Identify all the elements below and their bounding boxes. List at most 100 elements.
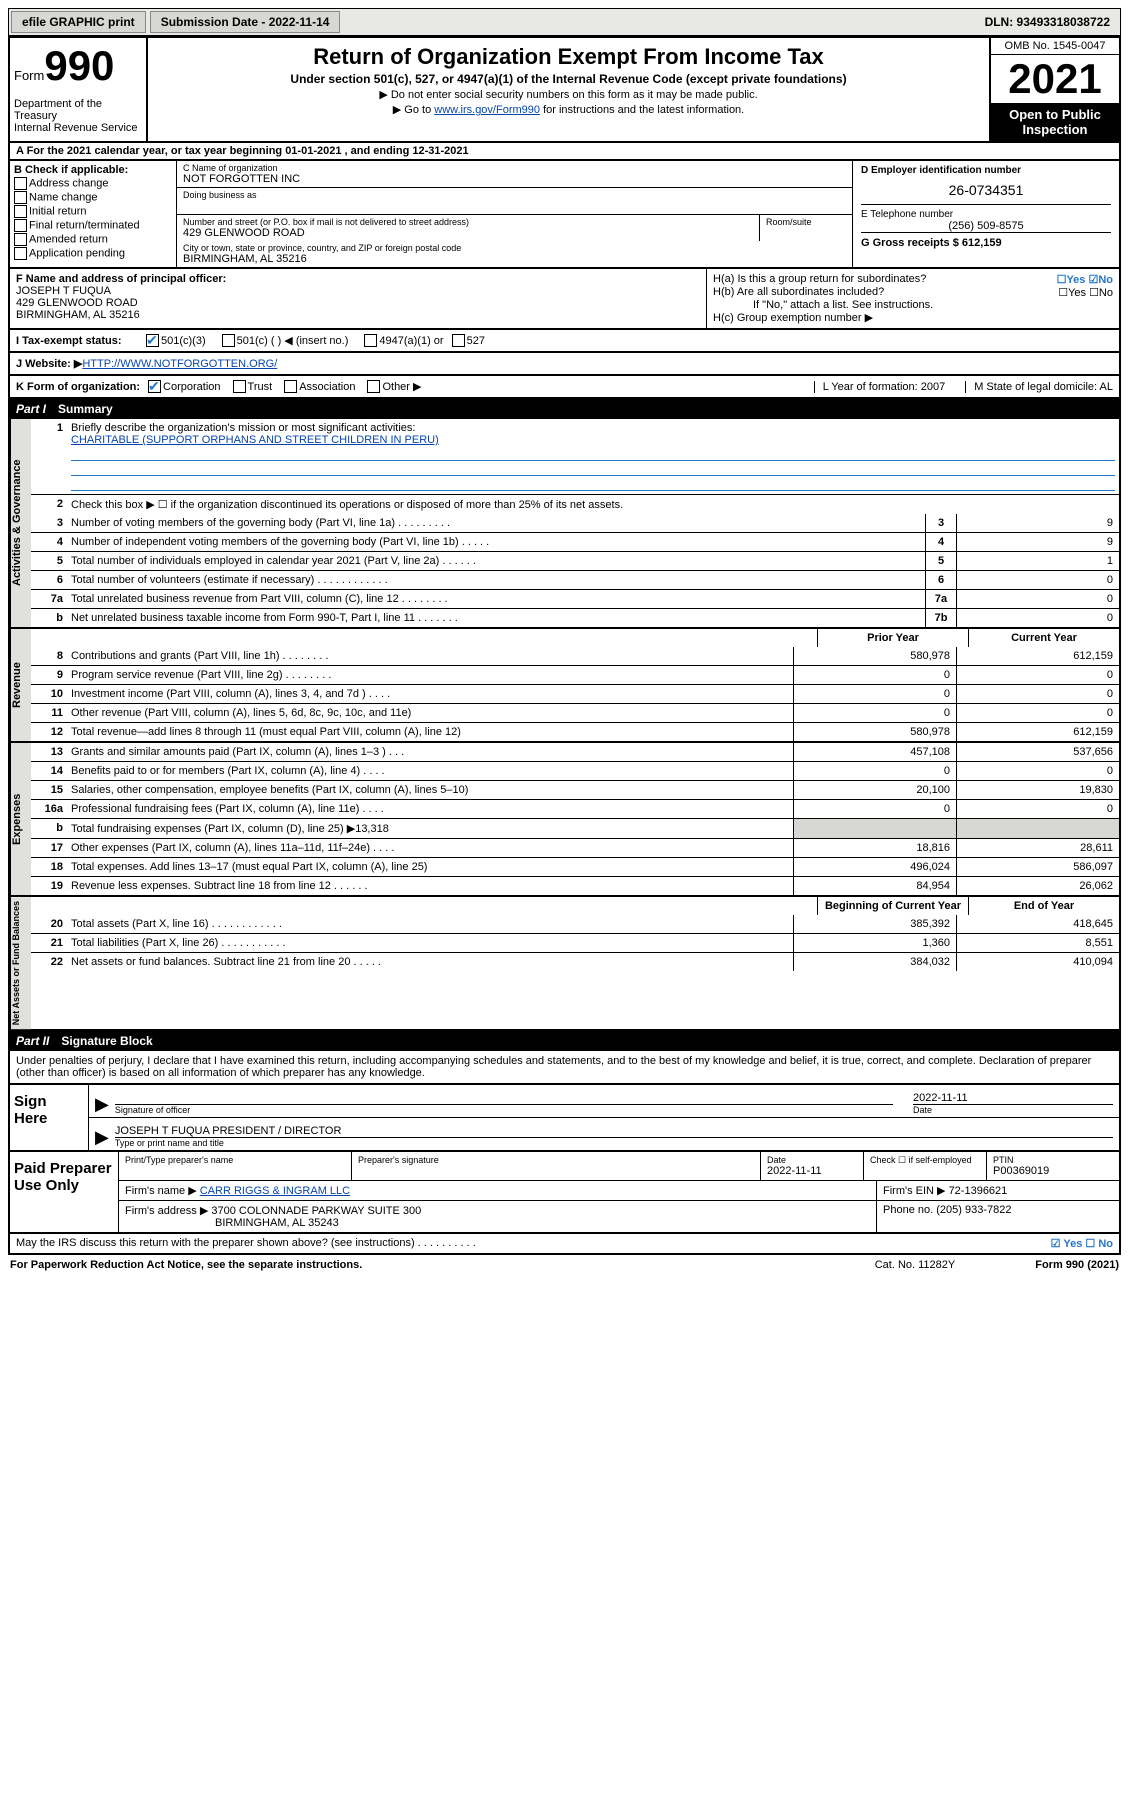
opt-527: 527 bbox=[467, 335, 485, 347]
gov-row: 7aTotal unrelated business revenue from … bbox=[31, 589, 1119, 608]
officer-type-label: Type or print name and title bbox=[115, 1138, 1113, 1148]
part1-label: Part I bbox=[16, 402, 46, 416]
firm-addr1: 3700 COLONNADE PARKWAY SUITE 300 bbox=[211, 1205, 421, 1217]
firm-name-link[interactable]: CARR RIGGS & INGRAM LLC bbox=[200, 1185, 350, 1197]
part2-title: Signature Block bbox=[61, 1034, 152, 1048]
col-b-header: B Check if applicable: bbox=[14, 164, 172, 176]
vtab-governance: Activities & Governance bbox=[10, 419, 31, 627]
data-row: 11Other revenue (Part VIII, column (A), … bbox=[31, 703, 1119, 722]
j-label: J Website: ▶ bbox=[16, 357, 82, 370]
data-row: 13Grants and similar amounts paid (Part … bbox=[31, 743, 1119, 761]
data-row: 15Salaries, other compensation, employee… bbox=[31, 780, 1119, 799]
cb-527[interactable] bbox=[452, 334, 465, 347]
vtab-expenses: Expenses bbox=[10, 743, 31, 895]
org-name-label: C Name of organization bbox=[183, 163, 846, 173]
cb-4947[interactable] bbox=[364, 334, 377, 347]
efile-print-button[interactable]: efile GRAPHIC print bbox=[11, 11, 146, 33]
cb-corporation[interactable] bbox=[148, 380, 161, 393]
gross-receipts: G Gross receipts $ 612,159 bbox=[861, 232, 1111, 249]
cb-final-return[interactable]: Final return/terminated bbox=[14, 219, 172, 232]
may-irs-answer: ☑ Yes ☐ No bbox=[1051, 1237, 1113, 1250]
data-row: 8Contributions and grants (Part VIII, li… bbox=[31, 647, 1119, 665]
opt-501c3: 501(c)(3) bbox=[161, 335, 206, 347]
ssn-note: ▶ Do not enter social security numbers o… bbox=[152, 88, 985, 101]
page-footer: For Paperwork Reduction Act Notice, see … bbox=[8, 1255, 1121, 1275]
opt-assoc: Association bbox=[299, 381, 355, 393]
data-row: 20Total assets (Part X, line 16) . . . .… bbox=[31, 915, 1119, 933]
form-subtitle: Under section 501(c), 527, or 4947(a)(1)… bbox=[152, 72, 985, 86]
data-row: 10Investment income (Part VIII, column (… bbox=[31, 684, 1119, 703]
part1-revenue: Revenue Prior Year Current Year 8Contrib… bbox=[8, 629, 1121, 743]
part1-governance: Activities & Governance 1 Briefly descri… bbox=[8, 419, 1121, 629]
cb-name-change[interactable]: Name change bbox=[14, 191, 172, 204]
section-k-form-org: K Form of organization: Corporation Trus… bbox=[8, 376, 1121, 399]
data-row: bTotal fundraising expenses (Part IX, co… bbox=[31, 818, 1119, 838]
street-label: Number and street (or P.O. box if mail i… bbox=[183, 217, 753, 227]
data-row: 18Total expenses. Add lines 13–17 (must … bbox=[31, 857, 1119, 876]
cb-501c[interactable] bbox=[222, 334, 235, 347]
data-row: 22Net assets or fund balances. Subtract … bbox=[31, 952, 1119, 971]
part1-title: Summary bbox=[58, 402, 113, 416]
line-a-tax-year: A For the 2021 calendar year, or tax yea… bbox=[8, 143, 1121, 161]
opt-4947: 4947(a)(1) or bbox=[379, 335, 443, 347]
col-b-checkboxes: B Check if applicable: Address change Na… bbox=[10, 161, 177, 267]
note2-post: for instructions and the latest informat… bbox=[540, 104, 744, 116]
mission-text: CHARITABLE (SUPPORT ORPHANS AND STREET C… bbox=[71, 434, 1115, 446]
section-j-website: J Website: ▶ HTTP://WWW.NOTFORGOTTEN.ORG… bbox=[8, 353, 1121, 376]
top-bar: efile GRAPHIC print Submission Date - 20… bbox=[8, 8, 1121, 36]
state-domicile: M State of legal domicile: AL bbox=[965, 381, 1113, 393]
form-ref: Form 990 (2021) bbox=[1035, 1259, 1119, 1271]
gov-row: 5Total number of individuals employed in… bbox=[31, 551, 1119, 570]
phone-value: (256) 509-8575 bbox=[861, 220, 1111, 232]
opt-501c: 501(c) ( ) ◀ (insert no.) bbox=[237, 334, 349, 347]
dln-label: DLN: 93493318038722 bbox=[975, 12, 1120, 32]
sig-date: 2022-11-11 bbox=[913, 1092, 1113, 1105]
public-inspection-badge: Open to Public Inspection bbox=[991, 103, 1119, 141]
part2-header: Part II Signature Block bbox=[8, 1031, 1121, 1051]
website-link[interactable]: HTTP://WWW.NOTFORGOTTEN.ORG/ bbox=[82, 358, 277, 370]
submission-date-button[interactable]: Submission Date - 2022-11-14 bbox=[150, 11, 341, 33]
cb-address-change[interactable]: Address change bbox=[14, 177, 172, 190]
form-header: Form990 Department of the Treasury Inter… bbox=[8, 36, 1121, 143]
vtab-revenue: Revenue bbox=[10, 629, 31, 741]
sig-officer-label: Signature of officer bbox=[115, 1105, 893, 1115]
data-row: 9Program service revenue (Part VIII, lin… bbox=[31, 665, 1119, 684]
perjury-statement: Under penalties of perjury, I declare th… bbox=[8, 1051, 1121, 1085]
cb-other[interactable] bbox=[367, 380, 380, 393]
sign-arrow-icon-2: ▶ bbox=[95, 1127, 109, 1148]
i-label: I Tax-exempt status: bbox=[16, 335, 146, 347]
may-irs-discuss: May the IRS discuss this return with the… bbox=[8, 1234, 1121, 1255]
paid-preparer-label: Paid Preparer Use Only bbox=[10, 1152, 119, 1232]
officer-addr2: BIRMINGHAM, AL 35216 bbox=[16, 309, 700, 321]
cb-application-pending[interactable]: Application pending bbox=[14, 247, 172, 260]
cb-trust[interactable] bbox=[233, 380, 246, 393]
hc-label: H(c) Group exemption number ▶ bbox=[713, 311, 1113, 324]
prep-date-label: Date bbox=[767, 1155, 857, 1165]
phone-label: E Telephone number bbox=[861, 204, 1111, 220]
form-number: 990 bbox=[44, 42, 114, 89]
cb-amended[interactable]: Amended return bbox=[14, 233, 172, 246]
irs-link[interactable]: www.irs.gov/Form990 bbox=[434, 104, 540, 116]
hb-note: If "No," attach a list. See instructions… bbox=[713, 299, 1113, 311]
org-name: NOT FORGOTTEN INC bbox=[183, 173, 846, 185]
q2-text: Check this box ▶ ☐ if the organization d… bbox=[67, 495, 1119, 514]
cb-initial-return[interactable]: Initial return bbox=[14, 205, 172, 218]
cb-association[interactable] bbox=[284, 380, 297, 393]
cb-501c3[interactable] bbox=[146, 334, 159, 347]
ein-label: D Employer identification number bbox=[861, 165, 1111, 176]
paid-preparer-section: Paid Preparer Use Only Print/Type prepar… bbox=[8, 1152, 1121, 1234]
omb-number: OMB No. 1545-0047 bbox=[991, 38, 1119, 55]
gov-row: 6Total number of volunteers (estimate if… bbox=[31, 570, 1119, 589]
firm-phone-label: Phone no. bbox=[883, 1204, 936, 1216]
data-row: 12Total revenue—add lines 8 through 11 (… bbox=[31, 722, 1119, 741]
section-bcd: B Check if applicable: Address change Na… bbox=[8, 161, 1121, 269]
may-irs-text: May the IRS discuss this return with the… bbox=[16, 1237, 1051, 1250]
tax-year: 2021 bbox=[991, 55, 1119, 103]
sign-here-section: Sign Here ▶ Signature of officer 2022-11… bbox=[8, 1085, 1121, 1152]
firm-name-label: Firm's name ▶ bbox=[125, 1185, 200, 1197]
beginning-year-header: Beginning of Current Year bbox=[817, 897, 968, 915]
opt-other: Other ▶ bbox=[382, 380, 421, 393]
officer-typed-name: JOSEPH T FUQUA PRESIDENT / DIRECTOR bbox=[115, 1125, 1113, 1138]
self-employed-check[interactable]: Check ☐ if self-employed bbox=[864, 1152, 987, 1180]
section-i-tax-status: I Tax-exempt status: 501(c)(3) 501(c) ( … bbox=[8, 330, 1121, 353]
